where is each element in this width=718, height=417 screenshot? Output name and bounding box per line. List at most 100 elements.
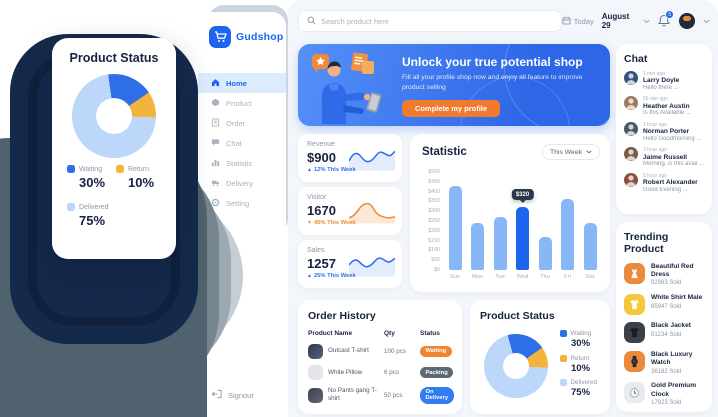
- topbar-actions: Today August 29 5: [562, 10, 710, 30]
- sidebar-item-setting[interactable]: Setting: [198, 193, 286, 213]
- legend-swatch: [560, 379, 567, 386]
- bar-mon[interactable]: [471, 223, 484, 270]
- trending-list-item[interactable]: Gold Premium Clock 17923 Sold: [624, 382, 704, 406]
- legend-item: Return 10%: [560, 354, 597, 374]
- bar-wed[interactable]: [516, 207, 529, 270]
- signout-button[interactable]: Signout: [211, 389, 253, 401]
- trending-texts: Beautiful Red Dress 92983 Sold: [651, 263, 704, 287]
- weekly-bar-chart: $500 $450 $400 $350 $300 $250 $200 $150 $100 $50 $…: [420, 169, 602, 284]
- x-tick: Mon: [471, 274, 484, 280]
- notification-badge: 5: [665, 10, 675, 19]
- trending-list-item[interactable]: Black Luxury Watch 36182 Sold: [624, 350, 704, 375]
- status-badge: On Delivery: [420, 386, 454, 404]
- shirt-icon: [624, 293, 645, 315]
- chat-list-item[interactable]: 1 hour ago Norman Porter Hello Goodmorni…: [624, 121, 704, 142]
- legend-swatch: [116, 165, 124, 173]
- stat-card-sales[interactable]: Sales 1257 ▲ 25% This Week: [298, 240, 402, 288]
- trending-name: White Shirt Male: [651, 293, 703, 301]
- stat-value: $900: [307, 149, 336, 165]
- chat-message: Hello there ...: [643, 84, 679, 91]
- brand-logo[interactable]: Gudshop: [198, 12, 286, 48]
- bar-sat[interactable]: [583, 223, 597, 270]
- chat-message: Hello Goodmorning ...: [643, 135, 702, 142]
- x-tick: Tue: [495, 274, 505, 280]
- bar-tooltip: $320: [511, 189, 534, 200]
- stat-value: 1257: [307, 255, 336, 271]
- chat-list-item[interactable]: 55 min ago Heather Austin Is this Availa…: [624, 96, 704, 116]
- chat-texts: 1 min ago Larry Doyle Hello there ...: [643, 71, 679, 91]
- chat-texts: 5 hour ago Robert Alexander Good Evening…: [643, 173, 698, 193]
- calendar-icon: [562, 16, 571, 27]
- search-box[interactable]: [298, 10, 562, 32]
- legend-item: Delivered 75%: [67, 203, 116, 228]
- bar-tue[interactable]: [493, 217, 507, 270]
- trending-list-item[interactable]: Beautiful Red Dress 92983 Sold: [624, 262, 704, 287]
- sidebar-item-home[interactable]: Home: [198, 73, 286, 93]
- x-tick: Sat: [585, 274, 595, 280]
- trending-list-item[interactable]: White Shirt Male 85947 Sold: [624, 293, 704, 315]
- sidebar-item-order[interactable]: Order: [198, 113, 286, 133]
- sidebar: Gudshop Home Product Order Chat Statistic Del…: [198, 12, 286, 417]
- chat-name: Norman Porter: [643, 128, 690, 135]
- status-badge: Waiting: [420, 345, 452, 357]
- complete-profile-button[interactable]: Complete my profile: [402, 100, 500, 118]
- chat-list-item[interactable]: 3 hour ago Jaime Russell Morning, is thi…: [624, 147, 704, 167]
- column-header: Product Name: [308, 330, 353, 337]
- sidebar-item-label: Statistic: [226, 158, 253, 168]
- week-filter-dropdown[interactable]: This Week: [542, 144, 600, 160]
- setting-icon: [211, 198, 220, 209]
- chevron-down-icon[interactable]: [703, 19, 710, 24]
- y-tick: $300: [428, 208, 440, 215]
- product-cell: White Pillow: [308, 365, 384, 380]
- table-row[interactable]: Outcast T-shirt 100 pcs Waiting: [308, 343, 452, 359]
- search-input[interactable]: [321, 16, 553, 26]
- product-cell: Outcast T-shirt: [308, 343, 384, 359]
- trending-list-item[interactable]: Black Jacket 51234 Sold: [624, 322, 704, 344]
- chat-list: 1 min ago Larry Doyle Hello there ... 55…: [624, 70, 704, 193]
- bar-fri[interactable]: [561, 199, 574, 270]
- sidebar-item-label: Chat: [226, 138, 242, 148]
- y-axis: $500 $450 $400 $350 $300 $250 $200 $150 $100 $50 $…: [420, 169, 440, 273]
- chat-icon: [211, 138, 220, 149]
- legend-value: 75%: [571, 387, 591, 398]
- sidebar-item-chat[interactable]: Chat: [198, 133, 286, 153]
- table-row[interactable]: No Pants gang T-shirt 50 pcs On Delivery: [308, 386, 454, 404]
- stat-card-visitor[interactable]: Visitor 1670 ▼ 45% This Week: [298, 187, 402, 235]
- sidebar-item-product[interactable]: Product: [198, 93, 286, 113]
- statistic-icon: [211, 158, 220, 169]
- x-axis: Sun Mon Tue Wed Thu Fri Sat: [445, 274, 600, 280]
- legend-label: Return: [570, 354, 590, 362]
- banner-title: Unlock your true potential shop: [402, 55, 583, 69]
- chevron-down-icon: [643, 19, 650, 24]
- chat-time: 5 hour ago: [643, 172, 667, 179]
- trending-product-card: Trending Product Beautiful Red Dress 929…: [616, 222, 712, 412]
- chat-title: Chat: [624, 53, 648, 65]
- trending-texts: Gold Premium Clock 17923 Sold: [651, 382, 704, 406]
- avatar: [624, 172, 638, 187]
- stat-card-revenue[interactable]: Revenue $900 ▲ 12% This Week: [298, 134, 402, 182]
- product-name: White Pillow: [328, 368, 363, 376]
- sparkline-chart: [348, 250, 396, 278]
- legend-item: Delivered 75%: [560, 379, 597, 398]
- legend-swatch: [560, 354, 567, 362]
- user-avatar[interactable]: [679, 13, 695, 29]
- trending-list: Beautiful Red Dress 92983 Sold White Shi…: [624, 262, 704, 406]
- stat-value: 1670: [307, 202, 336, 218]
- bar-thu[interactable]: [538, 237, 552, 270]
- legend-label: Delivered: [79, 203, 109, 211]
- qty-cell: 100 pcs: [384, 347, 407, 355]
- bar-slot: [445, 172, 465, 270]
- trending-texts: Black Luxury Watch 36182 Sold: [651, 351, 704, 375]
- notifications-button[interactable]: 5: [657, 10, 675, 28]
- sidebar-item-statistic[interactable]: Statistic: [198, 153, 286, 173]
- sidebar-item-delivery[interactable]: Delivery: [198, 173, 286, 193]
- clock-icon: [624, 382, 645, 404]
- bar-sun[interactable]: [448, 186, 462, 270]
- product-cell: No Pants gang T-shirt: [308, 387, 384, 403]
- table-row[interactable]: White Pillow 6 pcs Packing: [308, 365, 454, 380]
- chat-list-item[interactable]: 1 min ago Larry Doyle Hello there ...: [624, 70, 704, 91]
- chat-time: 1 hour ago: [643, 121, 667, 128]
- date-picker[interactable]: August 29: [602, 12, 650, 30]
- chat-list-item[interactable]: 5 hour ago Robert Alexander Good Evening…: [624, 172, 704, 193]
